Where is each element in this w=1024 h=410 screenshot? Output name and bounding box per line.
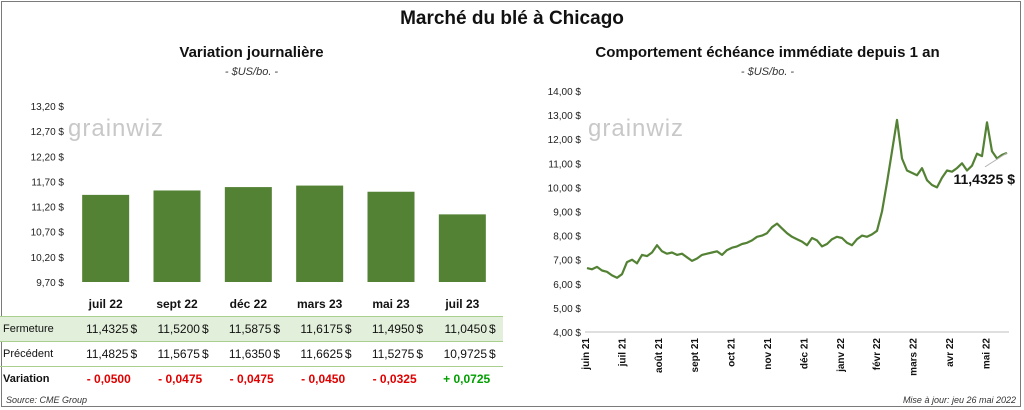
prev-value: 10,9725 (430, 341, 489, 367)
x-tick-label: mai 22 (981, 338, 992, 370)
y-tick-label: 10,70 $ (31, 228, 65, 239)
currency-sign: $ (489, 316, 503, 342)
currency-sign: $ (130, 316, 145, 342)
currency-sign: $ (273, 316, 288, 342)
y-tick-label: 6,00 $ (553, 280, 581, 291)
close-value: 11,6175 (287, 316, 345, 342)
update-note: Mise à jour: jeu 26 mai 2022 (902, 395, 1016, 405)
x-tick-label: févr 22 (872, 338, 883, 371)
y-tick-label: 8,00 $ (553, 232, 581, 243)
x-tick-label: nov 21 (763, 338, 774, 370)
change-row-label: Variation (3, 373, 50, 385)
y-tick-label: 12,70 $ (31, 127, 65, 138)
y-tick-label: 12,20 $ (31, 152, 65, 163)
x-tick-label: juil 22 (88, 297, 123, 311)
y-tick-label: 9,70 $ (36, 278, 64, 289)
currency-sign: $ (344, 341, 359, 367)
x-tick-label: mars 22 (909, 338, 920, 376)
change-value: - 0,0475 (229, 372, 274, 386)
y-tick-label: 5,00 $ (553, 304, 581, 315)
y-tick-label: 11,70 $ (31, 177, 64, 188)
currency-sign: $ (130, 341, 145, 367)
price-line (586, 118, 1008, 279)
change-row: Variation - 0,0500 - 0,0475 - 0,0475 - 0,04… (0, 367, 503, 392)
bar (224, 187, 272, 282)
currency-sign: $ (201, 316, 216, 342)
x-tick-label: déc 21 (799, 338, 810, 370)
x-tick-label: mai 23 (372, 297, 410, 311)
bar (367, 191, 415, 282)
x-tick-label: juil 23 (444, 297, 479, 311)
close-row-label: Fermeture (0, 316, 73, 342)
close-value: 11,4950 (358, 316, 417, 342)
bar (438, 214, 486, 282)
bar (153, 190, 201, 282)
prev-value: 11,6350 (215, 341, 274, 367)
y-tick-label: 11,20 $ (31, 203, 64, 214)
prev-value: 11,4825 (73, 341, 131, 367)
change-value: - 0,0450 (301, 372, 346, 386)
bar (296, 185, 344, 282)
y-tick-label: 9,00 $ (553, 208, 581, 219)
y-tick-label: 11,00 $ (548, 159, 581, 170)
x-tick-label: déc 22 (230, 297, 268, 311)
close-value: 11,0450 (430, 316, 489, 342)
last-value-leader (984, 152, 1008, 168)
close-value: 11,4325 (73, 316, 131, 342)
currency-sign: $ (201, 341, 216, 367)
currency-sign: $ (416, 341, 431, 367)
x-tick-label: sept 21 (690, 338, 701, 373)
prev-row: Précédent 11,4825 $11,5675 $11,6350 $11,662… (0, 341, 503, 367)
prev-value: 11,6625 (287, 341, 345, 367)
y-tick-label: 7,00 $ (553, 256, 581, 267)
currency-sign: $ (344, 316, 359, 342)
y-tick-label: 14,00 $ (548, 87, 582, 98)
page-title: Marché du blé à Chicago (400, 8, 624, 29)
left-chart-title: Variation journalière (179, 44, 324, 61)
y-tick-label: 10,20 $ (31, 253, 65, 264)
x-tick-label: mars 23 (297, 297, 343, 311)
right-watermark: grainwiz (588, 115, 685, 142)
line-chart: 14,00 $ 13,00 $ 12,00 $ 11,00 $ 10,00 $ 9,00 … (548, 87, 1016, 376)
y-tick-label: 13,00 $ (548, 111, 582, 122)
close-value: 11,5875 (215, 316, 274, 342)
values-table: Fermeture 11,4325 $11,5200 $11,5875 $11,617… (0, 316, 503, 391)
currency-sign: $ (489, 341, 503, 367)
y-tick-label: 4,00 $ (553, 328, 581, 339)
left-watermark: grainwiz (68, 115, 165, 142)
left-chart-unit: - $US/bo. - (224, 66, 279, 78)
y-tick-label: 10,00 $ (548, 183, 582, 194)
currency-sign: $ (416, 316, 431, 342)
y-tick-label: 12,00 $ (548, 135, 582, 146)
y-tick-label: 13,20 $ (31, 102, 65, 113)
x-tick-label: oct 21 (727, 338, 738, 367)
x-tick-label: juin 21 (581, 338, 592, 371)
x-tick-label: janv 22 (836, 338, 847, 373)
bar-chart: 13,20 $ 12,70 $ 12,20 $ 11,70 $ 11,20 $ 10,70… (31, 102, 486, 311)
x-tick-label: juil 21 (617, 338, 628, 368)
change-value: + 0,0725 (443, 372, 491, 386)
change-value: - 0,0325 (372, 372, 417, 386)
last-value-label: 11,4325 $ (953, 171, 1015, 187)
right-chart-title: Comportement échéance immédiate depuis 1… (595, 44, 940, 61)
prev-value: 11,5275 (358, 341, 417, 367)
bar (82, 194, 130, 282)
change-value: - 0,0475 (158, 372, 203, 386)
close-value: 11,5200 (144, 316, 202, 342)
close-row: Fermeture 11,4325 $11,5200 $11,5875 $11,617… (0, 316, 503, 342)
x-tick-label: sept 22 (156, 297, 198, 311)
source-note: Source: CME Group (6, 395, 88, 405)
change-value: - 0,0500 (86, 372, 131, 386)
right-chart-unit: - $US/bo. - (740, 66, 795, 78)
prev-value: 11,5675 (144, 341, 202, 367)
x-tick-label: avr 22 (945, 338, 956, 367)
x-tick-label: août 21 (654, 338, 665, 373)
currency-sign: $ (273, 341, 288, 367)
prev-row-label: Précédent (0, 341, 73, 367)
